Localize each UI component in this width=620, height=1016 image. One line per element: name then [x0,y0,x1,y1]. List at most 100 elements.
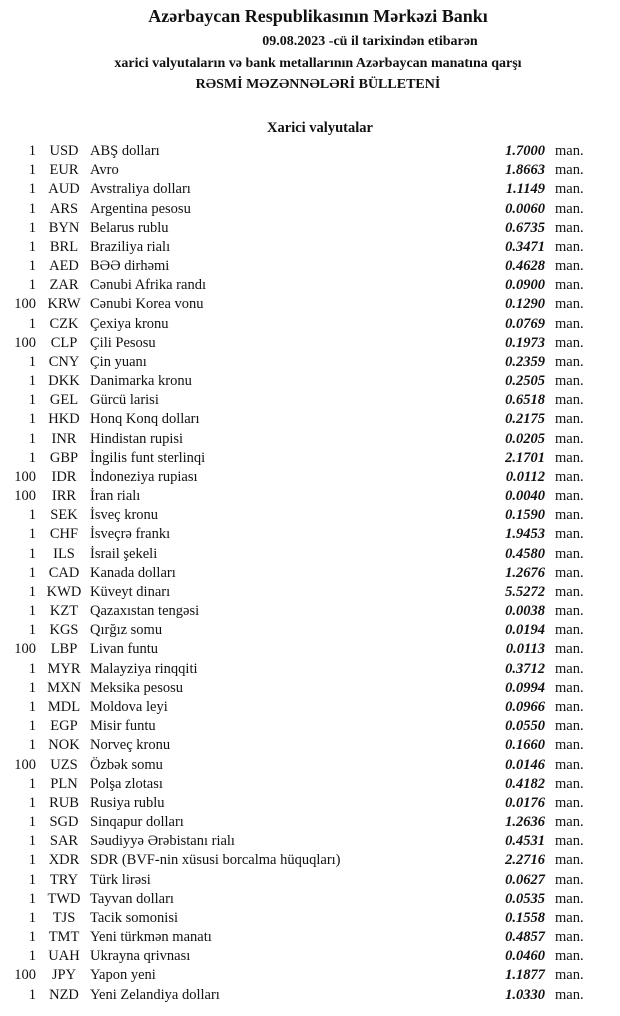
currency-name: Misir funtu [90,718,156,735]
currency-name: Avstraliya dolları [90,181,191,198]
currency-name: Yeni Zelandiya dolları [90,986,220,1003]
currency-name: Rusiya rublu [90,794,165,811]
currency-code: MXN [47,679,81,696]
nominal: 1 [28,181,36,198]
rate-value: 0.0146 [505,756,545,773]
currency-code: INR [51,430,77,447]
nominal: 100 [14,488,36,505]
currency-name: Çexiya kronu [90,315,169,332]
rate-value: 0.6735 [505,219,545,236]
currency-code: CLP [50,334,78,351]
currency-code: EUR [49,162,79,179]
rate-row-byn: 1 BYN Belarus rublu 0.6735 man. [0,219,620,238]
rate-value: 5.5272 [505,583,545,600]
nominal: 1 [28,564,36,581]
rate-value: 0.4182 [505,775,545,792]
rate-value: 0.0194 [505,622,545,639]
nominal: 1 [28,603,36,620]
currency-code: AED [49,258,79,275]
nominal: 1 [28,986,36,1003]
currency-name: Norveç kronu [90,737,171,754]
currency-code: UZS [50,756,78,773]
currency-code: HKD [48,411,80,428]
nominal: 1 [28,814,36,831]
bulletin-title: RƏSMİ MƏZƏNNƏLƏRİ BÜLLETENİ [195,77,441,92]
currency-name: Çili Pesosu [90,334,156,351]
nominal: 1 [28,507,36,524]
currency-name: Meksika pesosu [90,679,184,696]
currency-name: Tacik somonisi [90,909,178,926]
unit-label: man. [555,315,584,332]
unit-label: man. [555,143,584,159]
currency-code: EGP [50,718,78,735]
currency-name: Yeni türkmən manatı [90,929,212,946]
currency-name: Ukrayna qrivnası [90,948,191,965]
rate-value: 0.0040 [505,488,545,505]
rate-row-cny: 1 CNY Çin yuanı 0.2359 man. [0,353,620,372]
nominal: 100 [14,334,36,351]
rate-row-kwd: 1 KWD Küveyt dinarı 5.5272 man. [0,583,620,602]
rate-row-try: 1 TRY Türk lirəsi 0.0627 man. [0,871,620,890]
subtitle: xarici valyutaların və bank metallarının… [114,56,522,71]
nominal: 100 [14,967,36,984]
rate-value: 0.0900 [505,277,545,294]
unit-label: man. [555,181,584,198]
rate-row-inr: 1 INR Hindistan rupisi 0.0205 man. [0,430,620,449]
rate-row-brl: 1 BRL Braziliya rialı 0.3471 man. [0,238,620,257]
unit-label: man. [555,430,584,447]
unit-label: man. [555,545,584,562]
rate-value: 1.7000 [505,143,545,159]
currency-code: IDR [51,468,77,485]
rate-row-irr: 100 IRR İran rialı 0.0040 man. [0,487,620,506]
rate-value: 0.6518 [505,392,545,409]
rate-value: 0.0994 [505,679,545,696]
unit-label: man. [555,622,584,639]
currency-name: BƏƏ dirhəmi [90,258,170,275]
nominal: 1 [28,526,36,543]
unit-label: man. [555,162,584,179]
currency-code: BYN [48,219,80,236]
currency-name: Gürcü larisi [90,392,159,409]
currency-name: Cənubi Afrika randı [90,277,206,294]
rate-row-cad: 1 CAD Kanada dolları 1.2676 man. [0,564,620,583]
currency-name: Tayvan dolları [90,890,174,907]
currency-name: Moldova leyi [90,698,168,715]
rate-value: 0.1660 [505,737,545,754]
rate-row-gel: 1 GEL Gürcü larisi 0.6518 man. [0,391,620,410]
nominal: 1 [28,392,36,409]
unit-label: man. [555,814,584,831]
nominal: 1 [28,277,36,294]
currency-code: ZAR [49,277,79,294]
nominal: 1 [28,219,36,236]
rate-value: 0.0627 [505,871,545,888]
nominal: 1 [28,373,36,390]
rate-row-mdl: 1 MDL Moldova leyi 0.0966 man. [0,698,620,717]
rate-value: 0.3712 [505,660,545,677]
currency-code: CAD [48,564,80,581]
rate-value: 0.1290 [505,296,545,313]
nominal: 1 [28,871,36,888]
rate-value: 1.0330 [505,986,545,1003]
rates-table: 1 USD ABŞ dolları 1.7000 man. 1 EUR Avro 1.8663 m… [0,142,620,1005]
currency-code: NOK [48,737,80,754]
currency-name: Səudiyyə Ərəbistanı rialı [90,833,235,850]
currency-code: PLN [50,775,78,792]
currency-name: Sinqapur dolları [90,814,184,831]
nominal: 1 [28,238,36,255]
currency-code: TWD [47,890,81,907]
rate-row-gbp: 1 GBP İngilis funt sterlinqi 2.1701 man. [0,449,620,468]
nominal: 1 [28,833,36,850]
rate-value: 0.2505 [505,373,545,390]
rate-value: 0.1590 [505,507,545,524]
currency-name: Danimarka kronu [90,373,192,390]
unit-label: man. [555,929,584,946]
currency-name: İngilis funt sterlinqi [90,449,206,466]
unit-label: man. [555,219,584,236]
rate-value: 1.8663 [505,162,545,179]
rate-row-kzt: 1 KZT Qazaxıstan tengəsi 0.0038 man. [0,602,620,621]
unit-label: man. [555,852,584,869]
rate-row-ars: 1 ARS Argentina pesosu 0.0060 man. [0,200,620,219]
unit-label: man. [555,200,584,217]
rate-value: 0.4628 [505,258,545,275]
rate-value: 0.3471 [505,238,545,255]
